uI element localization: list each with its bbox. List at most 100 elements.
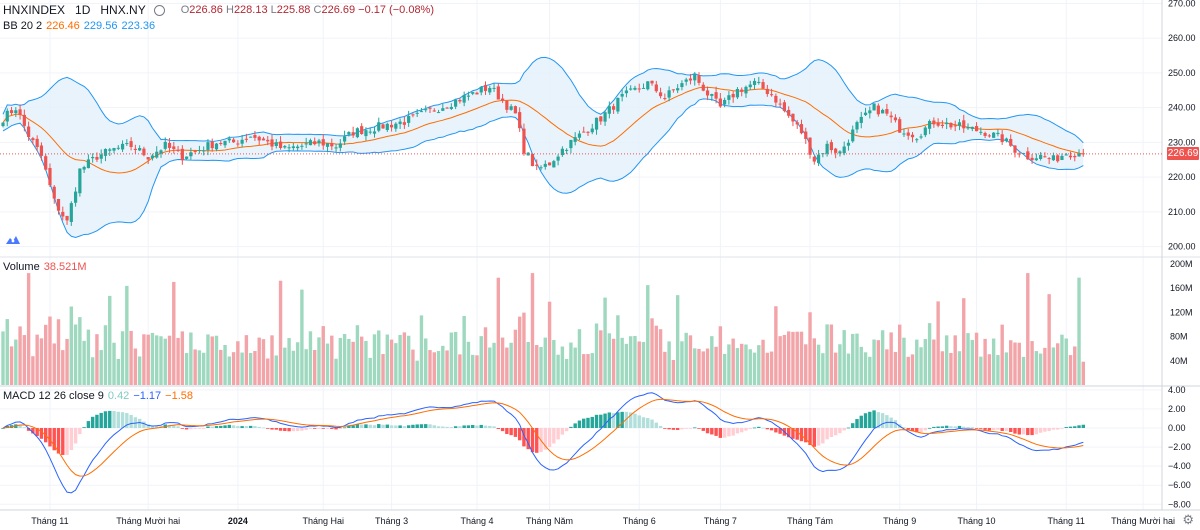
- candle: [552, 159, 556, 168]
- candle-body: [291, 146, 295, 149]
- volume-bar: [108, 295, 112, 385]
- volume-bar: [1030, 341, 1034, 385]
- candle-body: [475, 92, 479, 95]
- macd-hist-bar: [859, 415, 863, 428]
- candle-body: [91, 156, 95, 159]
- candle: [389, 120, 394, 132]
- candle-body: [851, 129, 855, 142]
- candle: [684, 77, 688, 86]
- macd-hist-bar: [1030, 428, 1034, 436]
- volume-bar: [227, 356, 232, 385]
- candle: [419, 108, 424, 113]
- candle: [838, 150, 842, 157]
- candle: [355, 127, 360, 139]
- candle-body: [872, 103, 876, 111]
- candle-body: [808, 137, 812, 155]
- macd-hist-bar: [424, 424, 428, 428]
- candle: [364, 127, 368, 141]
- candle: [1017, 152, 1021, 158]
- bb-lower-value: 223.36: [121, 20, 156, 32]
- candle: [616, 97, 620, 114]
- volume-bar: [116, 358, 120, 385]
- eye-icon[interactable]: [153, 4, 165, 16]
- volume-bar: [389, 339, 394, 385]
- bb-legend[interactable]: BB 20 2 226.46 229.56 223.36: [3, 20, 155, 32]
- volume-bar: [261, 339, 266, 385]
- gear-icon[interactable]: ⚙: [1182, 512, 1194, 527]
- macd-hist-bar: [693, 427, 697, 429]
- candle-body: [449, 106, 453, 109]
- volume-bar: [1068, 355, 1073, 385]
- tradingview-logo-icon[interactable]: [5, 234, 21, 246]
- candle-body: [129, 141, 133, 148]
- macd-hist-bar: [607, 412, 612, 428]
- volume-legend[interactable]: Volume 38.521M: [3, 261, 87, 273]
- candle: [1009, 134, 1013, 147]
- candle: [411, 113, 415, 118]
- volume-bar: [535, 345, 539, 385]
- volume-bar: [163, 338, 167, 385]
- candle: [573, 132, 577, 146]
- macd-legend[interactable]: MACD 12 26 close 9 0.42 −1.17 −1.58: [3, 390, 193, 402]
- candle: [535, 159, 539, 171]
- candle: [103, 148, 108, 162]
- volume-bar: [927, 323, 932, 385]
- volume-bar: [688, 335, 693, 385]
- symbol-name[interactable]: HNXINDEX: [3, 3, 66, 17]
- volume-bar: [78, 317, 82, 385]
- candle-body: [445, 107, 449, 109]
- candle-body: [547, 162, 552, 166]
- candle-body: [355, 128, 360, 138]
- time-tick-label: Tháng Năm: [526, 516, 573, 526]
- volume-bar: [838, 344, 842, 385]
- candle-body: [1, 122, 5, 127]
- macd-hist-bar: [970, 427, 974, 429]
- price-tick-label: 230.00: [1168, 137, 1196, 147]
- macd-hist-bar: [266, 428, 270, 429]
- macd-hist-bar: [415, 424, 419, 428]
- volume-bar: [620, 337, 624, 385]
- macd-hist-bar: [496, 428, 501, 430]
- macd-hist-bar: [791, 428, 795, 439]
- macd-hist-bar: [155, 425, 159, 428]
- volume-bar: [338, 337, 343, 385]
- volume-bar: [684, 332, 688, 385]
- candle-body: [347, 132, 351, 135]
- last-price-label: 226.69: [1167, 147, 1199, 161]
- volume-bar: [586, 354, 590, 385]
- candle-body: [680, 83, 684, 88]
- candle-body: [197, 150, 202, 152]
- volume-bar: [133, 348, 138, 385]
- candle: [923, 126, 927, 138]
- candle: [1073, 154, 1077, 162]
- macd-hist-bar: [996, 428, 1000, 430]
- macd-hist-bar: [445, 426, 449, 428]
- macd-tick-label: −4.00: [1168, 461, 1191, 471]
- candle-body: [987, 135, 991, 137]
- candle: [257, 135, 261, 145]
- macd-hist-bar: [680, 428, 684, 430]
- interval-label[interactable]: 1D: [75, 3, 91, 17]
- macd-tick-label: −6.00: [1168, 480, 1191, 490]
- candle-body: [765, 88, 769, 94]
- macd-hist-bar: [603, 413, 607, 428]
- volume-bar: [859, 346, 863, 385]
- volume-bar: [539, 346, 543, 385]
- candle-body: [1034, 158, 1038, 161]
- candle-body: [804, 131, 808, 139]
- macd-hist-bar: [240, 426, 244, 428]
- candle: [710, 93, 714, 101]
- volume-bar: [313, 349, 317, 385]
- volume-bar: [658, 329, 663, 385]
- candle-body: [176, 149, 180, 151]
- volume-bar: [308, 331, 313, 385]
- macd-hist-bar: [564, 428, 569, 432]
- volume-bar: [991, 338, 996, 385]
- volume-bar: [471, 354, 475, 385]
- time-tick-label: Tháng 10: [958, 516, 996, 526]
- volume-bar: [573, 347, 577, 385]
- macd-hist-bar: [137, 418, 142, 428]
- candle: [855, 120, 859, 134]
- macd-hist-bar: [86, 421, 91, 428]
